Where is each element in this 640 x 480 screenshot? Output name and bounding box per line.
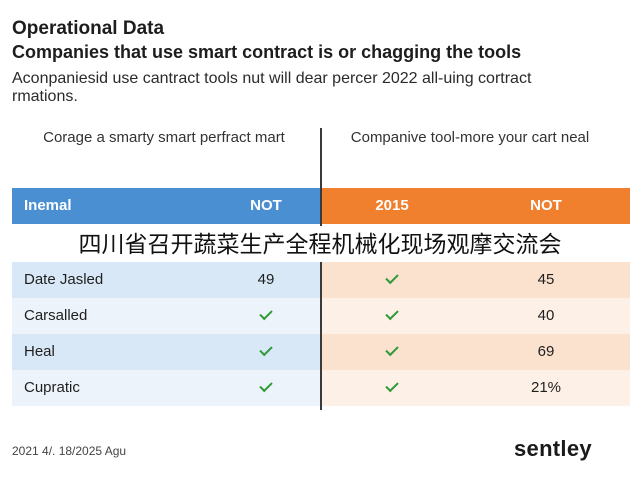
row-name-cell: Heal [24,343,55,360]
row-value-cell: 45 [537,271,555,288]
brand-logo: sentley [514,436,592,461]
checkmark-icon [259,306,273,320]
overlay-caption-banner: 四川省召开蔬菜生产全程机械化现场观摩交流会 [0,226,640,262]
row-left-background [12,298,320,334]
page-title: Operational Data [12,18,165,39]
table-row: Heal 69 [12,334,630,370]
checkmark-icon [385,270,399,284]
row-value-cell: 49 [257,271,275,288]
row-value-cell [322,334,462,370]
checkmark-icon [385,342,399,356]
table-row: Carsalled 40 [12,298,630,334]
header-right-background [322,188,630,224]
row-left-background [12,370,320,406]
footer-date: 2021 4/. 18/2025 Agu [12,444,127,458]
row-value-cell [212,334,320,370]
left-column-heading: Corage a smarty smart perfract mart [43,129,285,146]
checkmark-icon [385,378,399,392]
row-value-cell: 40 [537,307,555,324]
table-header-row: Inemal NOT 2015 NOT [12,188,630,224]
row-value-cell: 69 [537,343,555,360]
page-subtitle: Companies that use smart contract is or … [12,42,522,62]
row-right-background [322,298,630,334]
row-left-background [12,334,320,370]
row-value-cell [322,370,462,406]
intro-text: Aconpaniesid use cantract tools nut will… [12,70,532,105]
table-row: Cupratic 21% [12,370,630,406]
header-cell: NOT [530,197,562,214]
column-divider [320,128,322,410]
row-value-cell [212,298,320,334]
row-name-cell: Carsalled [24,307,88,324]
row-value-cell [212,370,320,406]
table-row: Date Jasled 49 45 [12,262,630,298]
row-value-cell [322,298,462,334]
right-column-heading: Companive tool-more your cart neal [350,129,590,146]
row-name-cell: Date Jasled [24,271,104,288]
row-name-cell: Cupratic [24,379,80,396]
header-cell: 2015 [375,197,409,214]
checkmark-icon [385,306,399,320]
row-left-background [12,262,320,298]
row-value-cell: 21% [530,379,562,396]
row-right-background [322,262,630,298]
comparison-table: Inemal NOT 2015 NOT Date Jasled 49 45 Ca… [12,188,630,408]
header-left-background [12,188,320,224]
checkmark-icon [259,378,273,392]
row-right-background [322,370,630,406]
header-cell: Inemal [24,197,72,214]
row-value-cell [322,262,462,298]
row-right-background [322,334,630,370]
checkmark-icon [259,342,273,356]
header-cell: NOT [250,197,282,214]
